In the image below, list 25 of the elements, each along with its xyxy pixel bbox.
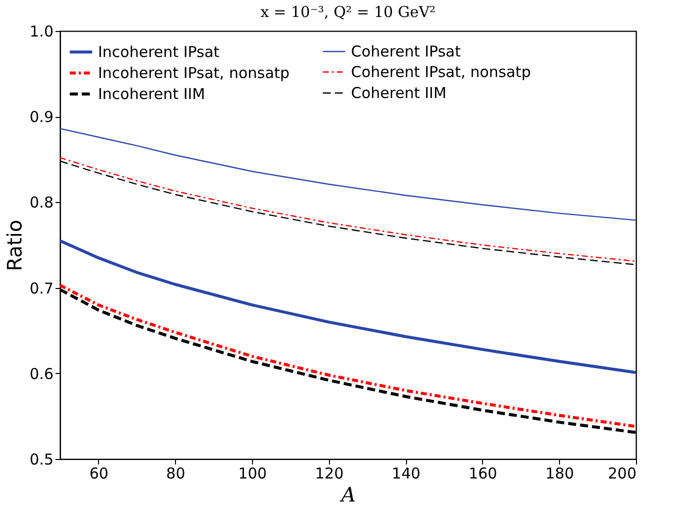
x-tick-label: 60 <box>89 464 108 482</box>
legend-label: Incoherent IIM <box>98 85 206 103</box>
line-series <box>59 128 637 221</box>
x-tick-label: 180 <box>545 464 574 482</box>
y-axis-title: Ratio <box>2 220 27 272</box>
x-tick-label: 80 <box>166 464 186 482</box>
y-tick-label: 0.5 <box>30 450 54 468</box>
y-tick-label: 1.0 <box>30 22 54 40</box>
legend-label: Coherent IPsat <box>351 42 461 60</box>
x-tick-label: 160 <box>468 464 498 482</box>
line-series <box>58 239 638 374</box>
x-tick-label: 140 <box>392 464 420 482</box>
y-tick-label: 0.7 <box>30 279 54 298</box>
y-tick-label: 0.6 <box>30 364 54 383</box>
x-tick-label: 120 <box>314 464 344 482</box>
x-tick-label: 200 <box>608 464 636 482</box>
legend-label: Incoherent IPsat <box>98 43 220 61</box>
x-axis-title: A <box>339 482 356 506</box>
y-tick-label: 0.8 <box>30 194 54 212</box>
x-tick-label: 100 <box>238 464 267 482</box>
chart-title: x = 10⁻³, Q² = 10 GeV² <box>260 3 436 21</box>
y-tick-label: 0.9 <box>30 108 54 126</box>
legend-label: Coherent IIM <box>351 84 446 102</box>
legend-label: Coherent IPsat, nonsatp <box>351 63 531 81</box>
legend-label: Incoherent IPsat, nonsatp <box>98 64 290 82</box>
